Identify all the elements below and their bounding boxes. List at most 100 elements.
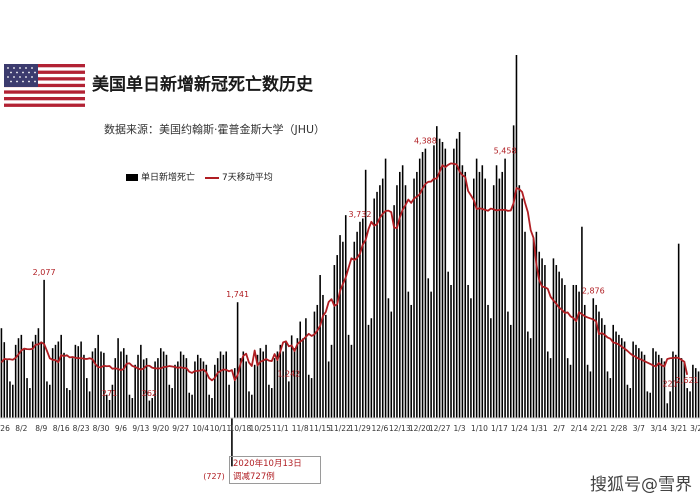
daily-deaths-bar [646, 391, 649, 418]
data-label: 1,741 [226, 290, 249, 299]
data-label: 2,077 [33, 268, 56, 277]
daily-deaths-bar [387, 298, 390, 418]
x-tick-label: 12/13 [389, 424, 411, 433]
daily-deaths-bar [253, 364, 256, 418]
daily-deaths-bar [199, 358, 202, 418]
daily-deaths-bar [353, 241, 356, 418]
daily-deaths-bar [589, 371, 592, 418]
daily-deaths-bar [177, 361, 179, 418]
daily-deaths-bar [529, 338, 532, 418]
x-tick-label: 1/31 [531, 424, 548, 433]
x-tick-label: 1/17 [491, 424, 508, 433]
daily-deaths-bar [564, 284, 566, 418]
legend-item-line: 7天移动平均 [205, 170, 273, 183]
x-tick-label: 3/7 [633, 424, 645, 433]
daily-deaths-bar [421, 151, 424, 418]
data-label: 271 [102, 389, 117, 398]
daily-deaths-bar [626, 384, 629, 418]
daily-deaths-bar [407, 291, 410, 418]
daily-deaths-bar [49, 384, 51, 418]
daily-deaths-bar [416, 171, 418, 418]
daily-deaths-bar [675, 354, 677, 418]
daily-deaths-bar [595, 304, 597, 418]
daily-deaths-bar [222, 354, 225, 418]
x-tick-label: 2/28 [610, 424, 627, 433]
daily-deaths-bar [572, 284, 575, 418]
daily-deaths-bar [430, 291, 432, 418]
x-tick-label: 2/21 [591, 424, 608, 433]
x-tick-label: 8/16 [53, 424, 70, 433]
daily-deaths-bar [436, 126, 438, 418]
daily-deaths-bar [336, 255, 338, 418]
daily-deaths-bar [666, 403, 669, 418]
daily-deaths-bar [350, 344, 353, 418]
daily-deaths-bar [270, 388, 273, 418]
daily-deaths-bar [310, 378, 313, 418]
data-label: 3,732 [349, 210, 372, 219]
daily-deaths-bar [521, 198, 523, 418]
daily-deaths-bar [694, 368, 697, 418]
daily-deaths-bar [672, 351, 674, 418]
daily-deaths-bar [581, 226, 583, 418]
x-tick-label: 1/24 [511, 424, 528, 433]
daily-deaths-bar [524, 231, 526, 418]
daily-deaths-bar [680, 358, 683, 418]
daily-deaths-bar [74, 344, 77, 418]
daily-deaths-bar [151, 398, 154, 418]
daily-deaths-bar [555, 265, 558, 418]
x-tick-label: 10/11 [210, 424, 232, 433]
daily-deaths-bar [546, 351, 549, 418]
daily-deaths-bar [515, 55, 518, 418]
daily-deaths-bar [268, 384, 270, 418]
daily-deaths-bar [233, 368, 236, 418]
x-tick-label: 11/8 [292, 424, 309, 433]
daily-deaths-bar [276, 351, 279, 418]
data-source: 数据来源：美国约翰斯·霍普金斯大学（JHU） [104, 123, 326, 136]
daily-deaths-bar [464, 171, 467, 418]
daily-deaths-bar [327, 361, 330, 418]
daily-deaths-bar [623, 341, 626, 418]
x-tick-label: 9/6 [115, 424, 127, 433]
daily-deaths-bar [131, 398, 134, 418]
daily-deaths-bar [418, 158, 421, 418]
daily-deaths-bar [228, 384, 230, 418]
daily-deaths-bar [470, 298, 472, 418]
daily-deaths-bar [91, 351, 94, 418]
daily-deaths-bar [492, 185, 495, 418]
daily-deaths-bar [100, 351, 102, 418]
daily-deaths-bar [179, 351, 182, 418]
x-tick-label: 3/14 [650, 424, 667, 433]
daily-deaths-bar [689, 391, 691, 418]
daily-deaths-bar [171, 388, 173, 418]
annotation-note: 调减727例 [233, 472, 275, 482]
daily-deaths-bar [288, 381, 290, 418]
daily-deaths-bar [458, 132, 461, 418]
daily-deaths-bar [473, 178, 475, 418]
daily-deaths-bar [376, 191, 378, 418]
daily-deaths-bar [344, 215, 347, 418]
daily-deaths-bar [6, 360, 8, 418]
line-swatch [205, 176, 220, 179]
legend-bar-label: 单日新增死亡 [141, 173, 196, 183]
daily-deaths-bar [307, 374, 310, 418]
daily-deaths-bar [0, 328, 3, 418]
daily-deaths-bar [364, 169, 367, 418]
daily-deaths-bar [620, 338, 623, 418]
chart-title: 美国单日新增新冠死亡数历史 [92, 75, 313, 95]
data-label: 221 [662, 379, 677, 388]
daily-deaths-bar [37, 328, 40, 418]
data-label: 5,458 [494, 147, 517, 156]
x-tick-label: 8/23 [73, 424, 90, 433]
daily-deaths-bar [638, 348, 640, 418]
daily-deaths-bar [657, 354, 660, 418]
x-tick-label: 10/4 [192, 424, 209, 433]
daily-deaths-bar [507, 311, 509, 418]
daily-deaths-bar [242, 351, 245, 418]
daily-deaths-bar [142, 359, 145, 418]
x-tick-label: 12/6 [371, 424, 388, 433]
daily-deaths-bar [185, 358, 188, 418]
daily-deaths-bar [273, 358, 276, 418]
daily-deaths-bar [322, 294, 324, 418]
daily-deaths-bar [347, 334, 350, 418]
